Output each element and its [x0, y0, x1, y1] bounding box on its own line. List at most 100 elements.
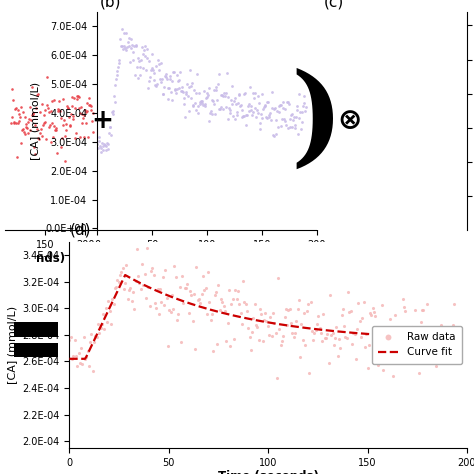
Raw data — [130, 305, 138, 313]
Raw data — [310, 336, 317, 343]
Point — [139, 64, 147, 72]
Point — [268, 88, 276, 95]
Point — [77, 103, 85, 111]
Point — [117, 42, 125, 50]
Raw data — [329, 329, 337, 337]
Point — [218, 91, 226, 99]
Raw data — [287, 319, 295, 327]
Point — [164, 95, 172, 103]
Point — [27, 126, 34, 134]
Point — [27, 116, 35, 124]
Point — [234, 99, 242, 107]
Point — [173, 86, 181, 93]
Point — [78, 110, 85, 118]
Point — [64, 104, 72, 112]
Raw data — [265, 332, 273, 339]
Point — [14, 107, 22, 114]
Raw data — [118, 268, 125, 276]
Raw data — [85, 363, 93, 370]
Point — [174, 77, 182, 85]
Raw data — [314, 312, 322, 319]
Point — [90, 109, 97, 117]
Raw data — [178, 272, 186, 279]
Point — [80, 111, 87, 118]
Point — [184, 92, 191, 100]
Point — [156, 75, 164, 83]
Point — [283, 98, 291, 106]
Point — [230, 97, 237, 105]
Point — [167, 72, 174, 80]
Raw data — [185, 309, 192, 317]
Raw data — [106, 307, 113, 315]
Raw data — [86, 338, 94, 346]
Raw data — [413, 344, 420, 351]
Raw data — [282, 305, 290, 313]
Point — [121, 45, 129, 52]
Raw data — [100, 325, 108, 332]
Point — [74, 92, 82, 100]
Raw data — [360, 298, 367, 306]
Point — [33, 91, 40, 99]
Raw data — [319, 310, 327, 318]
Raw data — [271, 319, 278, 327]
Raw data — [347, 307, 355, 315]
Raw data — [397, 336, 405, 343]
Point — [31, 121, 38, 128]
Point — [126, 58, 134, 65]
Point — [18, 103, 25, 111]
Raw data — [303, 307, 310, 314]
Raw data — [225, 286, 233, 294]
Point — [125, 35, 132, 42]
Point — [57, 114, 65, 122]
Point — [105, 129, 113, 137]
Raw data — [356, 318, 364, 325]
Point — [58, 135, 66, 142]
Raw data — [395, 343, 402, 351]
Raw data — [75, 349, 82, 357]
Raw data — [391, 312, 399, 319]
Point — [120, 42, 128, 50]
Point — [109, 110, 116, 118]
Point — [251, 90, 259, 97]
Point — [32, 150, 39, 157]
Raw data — [349, 329, 357, 337]
Curve fit — [419, 334, 425, 340]
Raw data — [237, 309, 244, 317]
Raw data — [150, 272, 157, 279]
Raw data — [436, 334, 444, 341]
Raw data — [366, 309, 374, 317]
Raw data — [396, 331, 404, 338]
Raw data — [443, 339, 450, 346]
Raw data — [274, 274, 282, 282]
Raw data — [100, 310, 107, 318]
Raw data — [383, 341, 391, 348]
Raw data — [231, 286, 239, 294]
Point — [142, 42, 149, 49]
FancyBboxPatch shape — [14, 343, 58, 357]
Raw data — [243, 308, 251, 315]
Point — [45, 109, 53, 116]
Raw data — [434, 356, 441, 363]
Raw data — [158, 299, 165, 306]
Point — [40, 119, 47, 127]
Point — [249, 109, 256, 116]
Raw data — [102, 304, 109, 312]
Raw data — [377, 334, 384, 342]
Text: ): ) — [290, 67, 343, 174]
Point — [111, 98, 118, 106]
Point — [10, 119, 18, 127]
Point — [95, 133, 102, 141]
Raw data — [308, 327, 316, 335]
Curve fit — [66, 356, 72, 362]
Raw data — [418, 306, 426, 313]
Raw data — [280, 333, 287, 340]
Point — [294, 130, 302, 138]
Point — [12, 104, 19, 112]
Point — [98, 139, 106, 146]
Raw data — [422, 344, 429, 351]
Raw data — [388, 334, 396, 341]
Raw data — [369, 305, 376, 312]
Raw data — [169, 305, 177, 312]
Point — [57, 143, 64, 151]
Raw data — [399, 295, 406, 303]
